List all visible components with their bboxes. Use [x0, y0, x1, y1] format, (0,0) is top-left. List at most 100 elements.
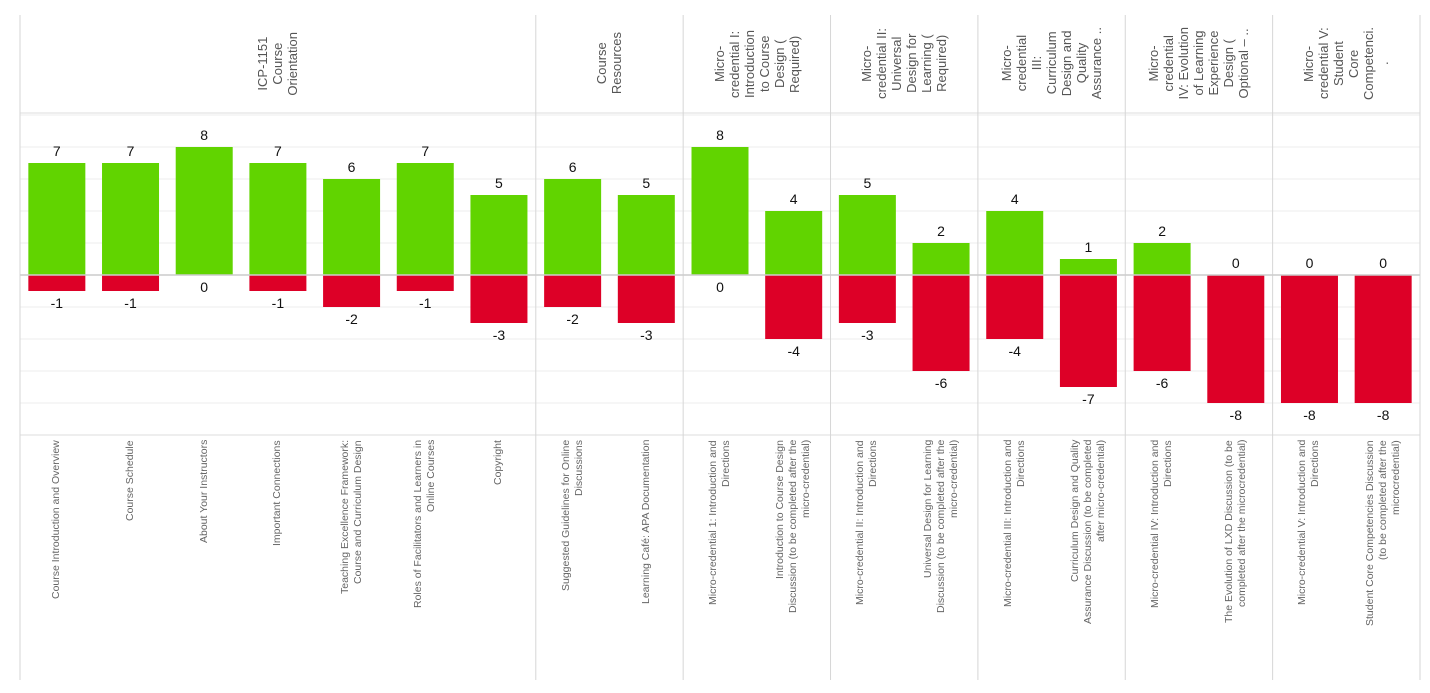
value-label-negative: -8 — [1303, 407, 1316, 423]
category-label-text: Student Core Competencies Discussion (to… — [1363, 440, 1402, 626]
value-label-negative: -6 — [934, 375, 948, 391]
value-label-positive: 5 — [863, 175, 872, 191]
group-header-label: Micro- credential I: Introduction to Cou… — [711, 29, 802, 98]
group-header: Course Resources — [536, 15, 683, 112]
value-label-negative: -3 — [861, 327, 874, 343]
bar-negative[interactable] — [323, 275, 381, 307]
value-label-negative: -7 — [1082, 391, 1095, 407]
value-label-positive: 2 — [1158, 223, 1166, 239]
category-label: Course Schedule — [94, 440, 168, 680]
bar-negative[interactable] — [1354, 275, 1412, 403]
bar-positive[interactable] — [175, 147, 233, 275]
bar-positive[interactable] — [691, 147, 749, 275]
bar-negative[interactable] — [617, 275, 675, 323]
category-label-text: Course Introduction and Overview — [50, 440, 63, 599]
category-label-text: The Evolution of LXD Discussion (to be c… — [1222, 440, 1248, 623]
value-label-negative: -1 — [419, 295, 432, 311]
category-label: Curriculum Design and Quality Assurance … — [1052, 440, 1126, 680]
bar-negative[interactable] — [1133, 275, 1191, 371]
category-label-text: Micro-credential II: Introduction and Di… — [854, 440, 880, 605]
bar-positive[interactable] — [838, 195, 896, 275]
group-header: ICP-1151 Course Orientation — [20, 15, 536, 112]
value-label-negative: -1 — [124, 295, 137, 311]
category-label-text: Micro-credential IV: Introduction and Di… — [1149, 440, 1175, 609]
category-label-text: Curriculum Design and Quality Assurance … — [1068, 440, 1107, 625]
value-label-positive: 5 — [495, 175, 503, 191]
value-label-negative: -3 — [492, 327, 506, 343]
value-label-negative: -1 — [50, 295, 64, 311]
category-label-text: Important Connections — [271, 440, 284, 546]
bar-positive[interactable] — [323, 179, 381, 275]
bar-negative[interactable] — [470, 275, 528, 323]
bar-positive[interactable] — [249, 163, 307, 275]
bar-positive[interactable] — [765, 211, 823, 275]
bar-negative[interactable] — [102, 275, 160, 291]
bar-negative[interactable] — [1059, 275, 1117, 387]
group-header-label: Micro- credential III: Curriculum Design… — [999, 27, 1105, 100]
bar-negative[interactable] — [986, 275, 1044, 339]
category-label-text: Micro-credential V: Introduction and Dir… — [1296, 440, 1322, 606]
bar-negative[interactable] — [765, 275, 823, 339]
bar-positive[interactable] — [102, 163, 160, 275]
value-label-negative: -1 — [271, 295, 285, 311]
value-label-positive: 7 — [273, 143, 282, 159]
bar-positive[interactable] — [28, 163, 86, 275]
category-label-text: Micro-credential III: Introduction and D… — [1001, 440, 1027, 608]
category-label-text: Course Schedule — [124, 440, 136, 521]
category-label: Micro-credential 1: Introduction and Dir… — [683, 440, 757, 680]
category-label: About Your Instructors — [167, 440, 241, 680]
category-label-text: Suggested Guidelines for Online Discussi… — [559, 440, 585, 592]
value-label-positive: 4 — [789, 191, 798, 207]
bar-negative[interactable] — [838, 275, 896, 323]
category-label-text: Copyright — [492, 440, 505, 485]
value-label-positive: 7 — [421, 143, 430, 159]
value-label-negative: -6 — [1155, 375, 1169, 391]
category-label: Micro-credential V: Introduction and Dir… — [1273, 440, 1347, 680]
group-header-label: Micro- credential V: Student Core Compet… — [1301, 27, 1392, 100]
category-label-text: Introduction to Course Design Discussion… — [774, 440, 813, 614]
group-header-label: Micro- credential IV: Evolution of Learn… — [1146, 27, 1252, 100]
value-label-positive: 0 — [1305, 255, 1314, 271]
category-label: The Evolution of LXD Discussion (to be c… — [1199, 440, 1273, 680]
category-label-text: Teaching Excellence Framework: Course an… — [338, 440, 364, 595]
category-label: Student Core Competencies Discussion (to… — [1346, 440, 1420, 680]
bar-positive[interactable] — [1059, 259, 1117, 275]
value-label-negative: -8 — [1229, 407, 1242, 423]
bar-negative[interactable] — [544, 275, 602, 307]
category-label: Copyright — [462, 440, 536, 680]
value-label-negative: 0 — [716, 279, 724, 295]
value-label-negative: -2 — [345, 311, 358, 327]
value-label-positive: 0 — [1379, 255, 1388, 271]
group-header-label: Micro- credential II: Universal Design f… — [859, 28, 950, 99]
value-label-positive: 1 — [1084, 239, 1093, 255]
bar-negative[interactable] — [28, 275, 86, 291]
value-label-positive: 4 — [1010, 191, 1019, 207]
bar-positive[interactable] — [470, 195, 528, 275]
value-label-positive: 6 — [347, 159, 356, 175]
bar-negative[interactable] — [396, 275, 454, 291]
value-label-positive: 7 — [52, 143, 61, 159]
bar-negative[interactable] — [1207, 275, 1265, 403]
bar-negative[interactable] — [1280, 275, 1338, 403]
bar-positive[interactable] — [1133, 243, 1191, 275]
group-header: Micro- credential III: Curriculum Design… — [978, 15, 1125, 112]
bar-positive[interactable] — [396, 163, 454, 275]
bar-negative[interactable] — [249, 275, 307, 291]
value-label-positive: 6 — [568, 159, 577, 175]
category-label: Teaching Excellence Framework: Course an… — [315, 440, 389, 680]
bar-positive[interactable] — [617, 195, 675, 275]
category-label: Micro-credential III: Introduction and D… — [978, 440, 1052, 680]
value-label-positive: 2 — [937, 223, 945, 239]
category-label: Universal Design for Learning Discussion… — [904, 440, 978, 680]
bar-positive[interactable] — [912, 243, 970, 275]
category-label-text: Learning Café: APA Documentation — [639, 440, 652, 605]
bar-positive[interactable] — [544, 179, 602, 275]
category-label: Roles of Facilitators and Learners in On… — [388, 440, 462, 680]
category-label-text: Roles of Facilitators and Learners in On… — [412, 440, 438, 609]
bar-positive[interactable] — [986, 211, 1044, 275]
value-label-positive: 7 — [126, 143, 135, 159]
category-label-text: Universal Design for Learning Discussion… — [921, 440, 960, 614]
group-header-label: Course Resources — [594, 32, 625, 95]
bar-negative[interactable] — [912, 275, 970, 371]
